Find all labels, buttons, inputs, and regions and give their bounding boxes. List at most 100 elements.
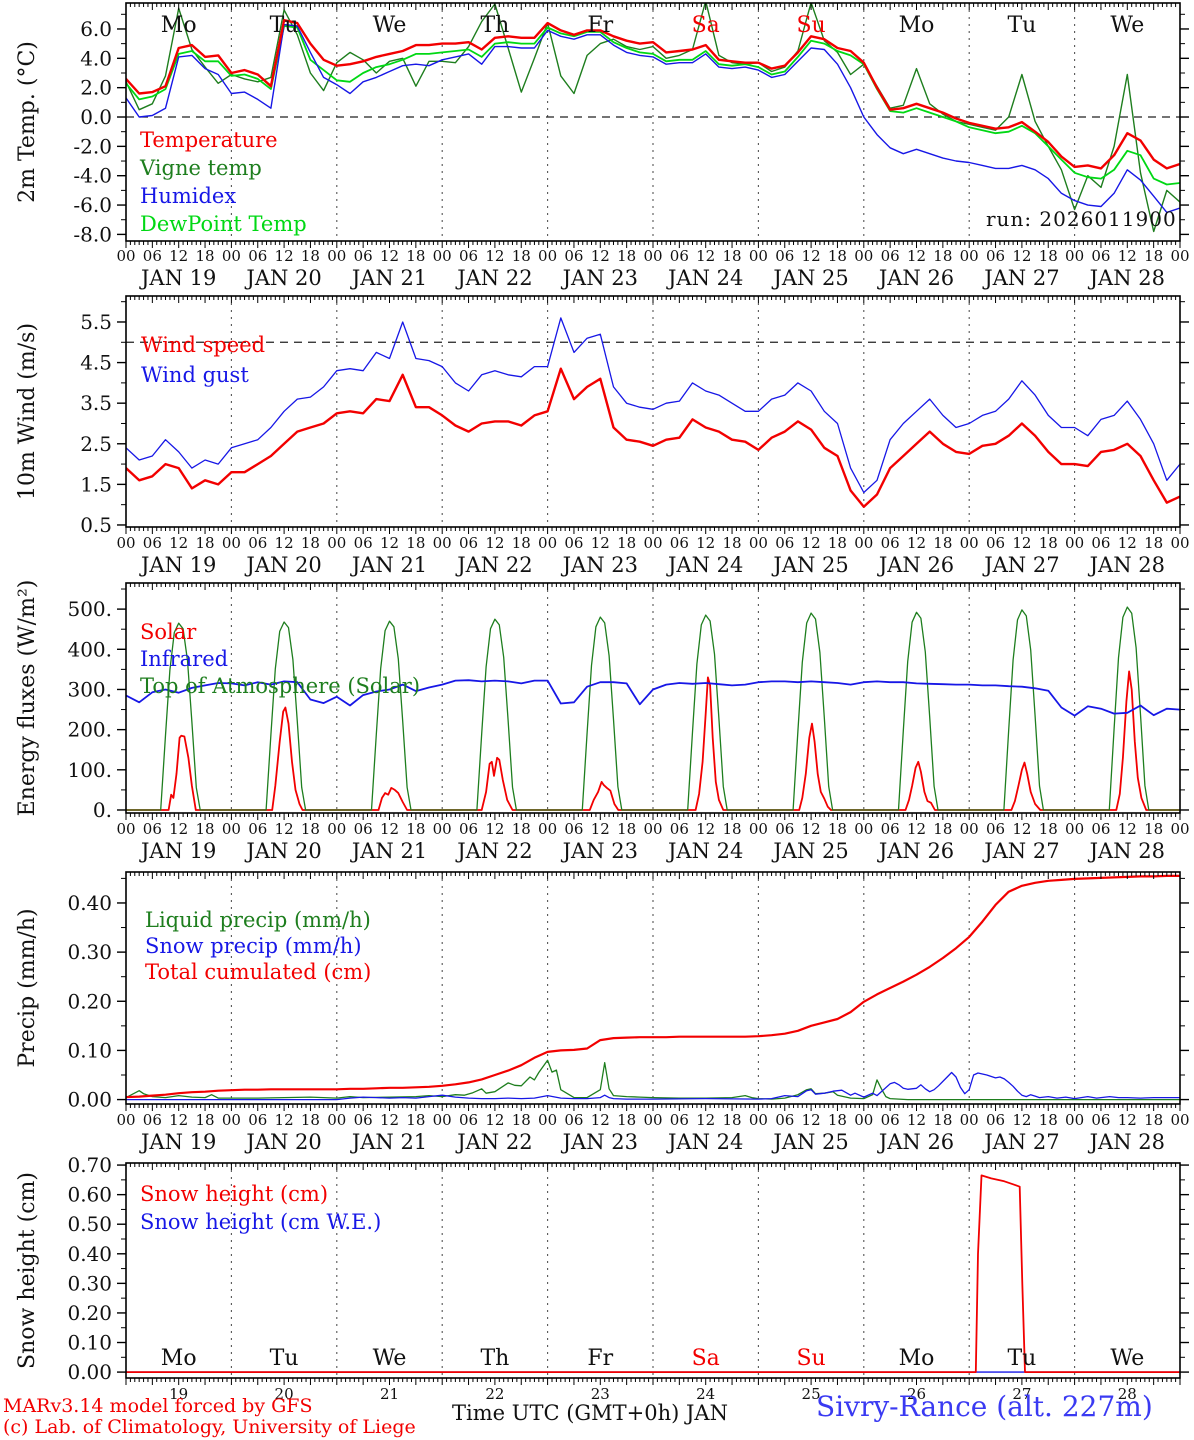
hour-tick-label: 18 (933, 247, 952, 265)
hour-tick-label: 00 (749, 247, 768, 265)
hour-tick-label: 00 (538, 820, 557, 838)
date-label: JAN 22 (455, 839, 532, 863)
date-label: JAN 27 (982, 266, 1059, 290)
hour-tick-label: 18 (196, 247, 215, 265)
hour-tick-label: 06 (1091, 1111, 1110, 1129)
hour-tick-label: 00 (327, 247, 346, 265)
weekday-label: We (373, 13, 407, 38)
snow-y-axis-title: Snow height (cm) (15, 1172, 40, 1369)
temperature-ytick-label: 6.0 (80, 17, 112, 41)
wind-ytick-label: 4.5 (80, 351, 112, 375)
hour-tick-label: 06 (354, 247, 373, 265)
precip-legend-item: Snow precip (mm/h) (145, 934, 362, 958)
date-label: JAN 21 (350, 839, 427, 863)
hour-tick-label: 18 (828, 534, 847, 552)
hour-tick-label: 12 (802, 820, 821, 838)
weekday-label: Tu (1007, 13, 1036, 38)
hour-tick-label: 18 (723, 1111, 742, 1129)
hour-tick-label: 18 (617, 247, 636, 265)
run-label: run: 2026011900 (986, 207, 1177, 231)
hour-tick-label: 00 (222, 534, 241, 552)
weekday-label: Mo (161, 13, 197, 38)
date-label: JAN 28 (1088, 839, 1165, 863)
date-label: JAN 25 (771, 553, 848, 577)
weekday-label: Mo (899, 13, 935, 38)
hour-tick-label: 00 (433, 534, 452, 552)
hour-tick-label: 00 (1065, 820, 1084, 838)
day-number-label: 25 (802, 1385, 821, 1403)
vigne-curve (126, 3, 1180, 233)
hour-tick-label: 18 (617, 534, 636, 552)
hour-tick-label: 18 (828, 1111, 847, 1129)
date-label: JAN 20 (244, 1130, 321, 1154)
hour-tick-label: 00 (433, 820, 452, 838)
weekday-label: We (373, 1346, 407, 1371)
hour-tick-label: 00 (327, 1111, 346, 1129)
hour-tick-label: 00 (1065, 534, 1084, 552)
date-label: JAN 20 (244, 553, 321, 577)
wind_gust-curve (126, 317, 1180, 494)
hour-tick-label: 06 (459, 1111, 478, 1129)
hour-tick-label: 12 (275, 247, 294, 265)
weekday-label: Sa (692, 1346, 720, 1371)
day-number-label: 22 (485, 1385, 504, 1403)
hour-tick-label: 00 (854, 820, 873, 838)
hour-tick-label: 12 (802, 534, 821, 552)
hour-tick-label: 18 (1144, 820, 1163, 838)
date-label: JAN 25 (771, 839, 848, 863)
hour-tick-label: 18 (1039, 247, 1058, 265)
hour-tick-label: 06 (986, 1111, 1005, 1129)
hour-tick-label: 12 (802, 247, 821, 265)
weekday-label: Th (480, 1346, 509, 1371)
snow-legend-item: Snow height (cm W.E.) (140, 1210, 381, 1234)
hour-tick-label: 00 (960, 820, 979, 838)
hour-tick-label: 12 (1118, 820, 1137, 838)
hour-tick-label: 00 (538, 247, 557, 265)
hour-tick-label: 12 (485, 820, 504, 838)
hour-tick-label: 12 (275, 820, 294, 838)
hour-tick-label: 06 (143, 247, 162, 265)
hour-tick-label: 00 (643, 534, 662, 552)
hour-tick-label: 18 (617, 1111, 636, 1129)
hour-tick-label: 06 (248, 820, 267, 838)
date-label: JAN 22 (455, 553, 532, 577)
energy-ytick-label: 0. (93, 798, 112, 822)
precip-ytick-label: 0.20 (67, 989, 112, 1013)
hour-tick-label: 18 (1144, 247, 1163, 265)
temperature-legend-item: Vigne temp (139, 156, 262, 180)
day-number-label: 26 (907, 1385, 926, 1403)
hour-tick-label: 12 (1118, 534, 1137, 552)
hour-tick-label: 00 (433, 1111, 452, 1129)
hour-tick-label: 00 (643, 247, 662, 265)
date-label: JAN 24 (666, 266, 743, 290)
wind-y-axis-title: 10m Wind (m/s) (15, 323, 40, 500)
hour-tick-label: 12 (696, 1111, 715, 1129)
hour-tick-label: 06 (354, 534, 373, 552)
hour-tick-label: 06 (881, 1111, 900, 1129)
station-title: Sivry-Rance (alt. 227m) (816, 1390, 1153, 1423)
day-number-label: 19 (169, 1385, 188, 1403)
weekday-label: Sa (692, 13, 720, 38)
temperature-ytick-label: -2.0 (73, 134, 112, 158)
temperature-panel: 6.0 4.0 2.0 0.0 -2.0 -4.0 -6.0 -8.0 2m Temp. (°C… (15, 2, 1190, 290)
hour-tick-label: 12 (275, 534, 294, 552)
hour-tick-label: 06 (459, 820, 478, 838)
hour-tick-label: 06 (143, 534, 162, 552)
hour-tick-label: 18 (723, 820, 742, 838)
date-label: JAN 24 (666, 1130, 743, 1154)
date-label: JAN 23 (561, 839, 638, 863)
hour-tick-label: 06 (143, 820, 162, 838)
hour-tick-label: 06 (670, 247, 689, 265)
hour-tick-label: 00 (643, 1111, 662, 1129)
date-label: JAN 23 (561, 266, 638, 290)
date-label: JAN 23 (561, 553, 638, 577)
hour-tick-label: 12 (169, 247, 188, 265)
weekday-label: Tu (270, 13, 299, 38)
date-label: JAN 22 (455, 266, 532, 290)
hour-tick-label: 18 (723, 247, 742, 265)
hour-tick-label: 06 (670, 820, 689, 838)
hour-tick-label: 12 (1118, 1111, 1137, 1129)
date-label: JAN 19 (139, 266, 216, 290)
date-label: JAN 23 (561, 1130, 638, 1154)
